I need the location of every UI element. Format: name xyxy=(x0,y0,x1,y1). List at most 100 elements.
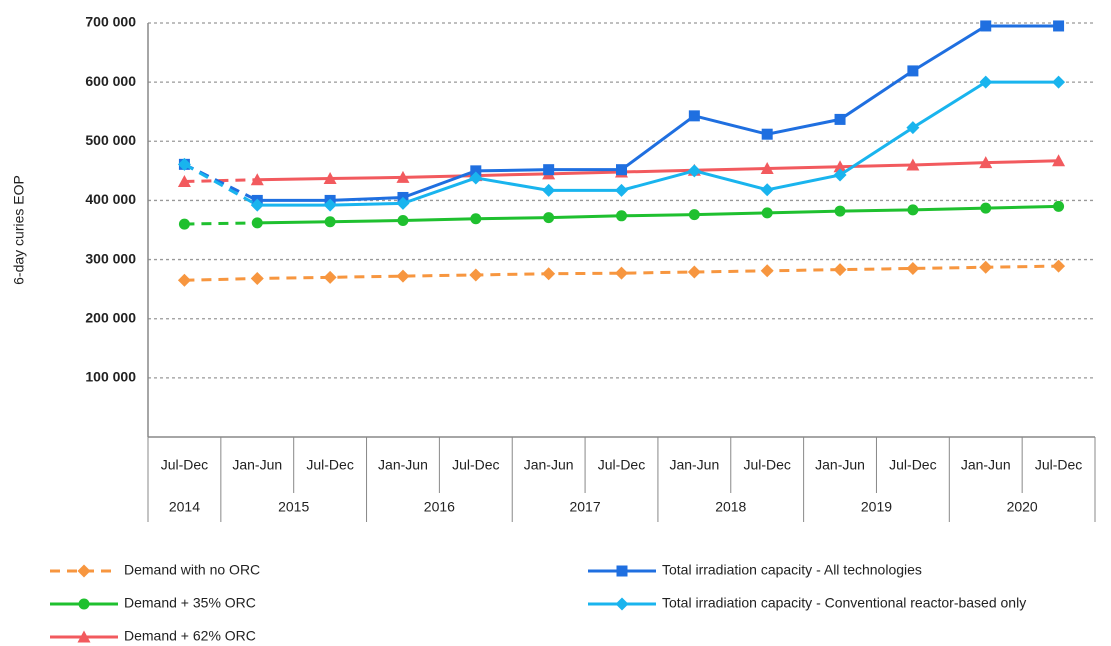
series-line xyxy=(257,24,1059,202)
data-point xyxy=(980,20,992,32)
x-tick-label: Jul-Dec xyxy=(743,457,790,473)
data-point xyxy=(906,261,920,275)
data-point xyxy=(250,198,264,212)
data-point xyxy=(396,196,410,210)
data-point xyxy=(1053,20,1065,32)
data-point xyxy=(543,164,555,176)
y-tick-label: 100 000 xyxy=(85,369,136,385)
data-point xyxy=(469,268,483,282)
legend-marker xyxy=(77,630,91,643)
data-point xyxy=(761,128,773,140)
data-point xyxy=(906,121,920,135)
data-point xyxy=(615,183,628,197)
data-point xyxy=(396,170,410,183)
data-point xyxy=(615,266,628,280)
group-label: 2018 xyxy=(715,499,746,515)
group-label: 2016 xyxy=(424,499,455,515)
data-point xyxy=(1052,75,1066,89)
data-point xyxy=(1053,200,1065,212)
data-point xyxy=(760,183,774,197)
data-point xyxy=(1052,259,1066,273)
data-point xyxy=(834,113,846,125)
legend-label: Total irradiation capacity - All technol… xyxy=(662,562,922,578)
data-point xyxy=(177,175,191,188)
data-point xyxy=(323,198,337,212)
data-point xyxy=(542,183,556,197)
data-point xyxy=(251,217,263,229)
series-line xyxy=(183,163,259,207)
x-tick-label: Jan-Jun xyxy=(669,457,719,473)
legend-marker xyxy=(77,564,91,578)
y-tick-label: 500 000 xyxy=(85,132,136,148)
group-label: 2019 xyxy=(861,499,892,515)
series-line xyxy=(184,221,258,226)
data-point xyxy=(1052,154,1066,167)
legend-marker xyxy=(78,598,90,610)
x-tick-label: Jan-Jun xyxy=(378,457,428,473)
data-point xyxy=(688,209,700,221)
x-tick-label: Jan-Jun xyxy=(815,457,865,473)
series-line xyxy=(257,159,1059,182)
data-point xyxy=(979,260,993,274)
legend-marker xyxy=(615,597,629,611)
y-tick-label: 700 000 xyxy=(85,14,136,30)
x-tick-label: Jan-Jun xyxy=(961,457,1011,473)
x-tick-label: Jan-Jun xyxy=(232,457,282,473)
x-tick-label: Jan-Jun xyxy=(524,457,574,473)
x-tick-label: Jul-Dec xyxy=(889,457,936,473)
x-tick-label: Jul-Dec xyxy=(1035,457,1082,473)
data-point xyxy=(177,157,191,171)
data-point xyxy=(178,218,190,230)
data-point xyxy=(470,213,482,225)
data-point xyxy=(687,265,701,279)
series-line xyxy=(183,163,258,202)
data-point xyxy=(834,205,846,217)
data-point xyxy=(833,168,847,182)
y-axis-label: 6-day curies EOP xyxy=(11,175,27,285)
x-tick-label: Jul-Dec xyxy=(598,457,645,473)
data-point xyxy=(760,264,774,278)
data-point xyxy=(906,158,920,171)
series-line xyxy=(184,178,258,184)
data-point xyxy=(688,110,700,122)
data-point xyxy=(907,65,919,77)
x-tick-label: Jul-Dec xyxy=(161,457,208,473)
legend-marker xyxy=(616,565,628,577)
data-point xyxy=(833,263,847,277)
data-point xyxy=(979,156,993,169)
data-point xyxy=(616,164,627,176)
series-line xyxy=(257,204,1059,225)
data-point xyxy=(979,75,993,89)
x-tick-label: Jul-Dec xyxy=(306,457,353,473)
data-point xyxy=(470,165,482,177)
series-line xyxy=(257,80,1059,207)
y-tick-label: 400 000 xyxy=(85,191,136,207)
data-point xyxy=(250,173,264,186)
data-point xyxy=(616,210,627,222)
y-tick-label: 200 000 xyxy=(85,309,136,325)
data-point xyxy=(397,215,409,227)
group-label: 2017 xyxy=(569,499,600,515)
data-point xyxy=(323,270,337,284)
data-point xyxy=(980,202,992,214)
data-point xyxy=(542,267,556,281)
data-point xyxy=(543,212,555,224)
legend-label: Demand with no ORC xyxy=(124,562,260,578)
y-tick-label: 300 000 xyxy=(85,250,136,266)
group-label: 2014 xyxy=(169,499,200,515)
data-point xyxy=(323,172,337,185)
data-point xyxy=(250,271,264,285)
legend-label: Demand + 35% ORC xyxy=(124,595,256,611)
data-point xyxy=(687,164,701,178)
data-point xyxy=(833,160,847,173)
data-point xyxy=(396,269,410,283)
group-label: 2020 xyxy=(1007,499,1038,515)
legend-label: Total irradiation capacity - Conventiona… xyxy=(662,595,1026,611)
data-point xyxy=(177,273,191,287)
y-tick-label: 600 000 xyxy=(85,73,136,89)
data-point xyxy=(324,216,336,228)
data-point xyxy=(761,207,773,219)
data-point xyxy=(760,161,774,174)
legend-label: Demand + 62% ORC xyxy=(124,628,256,644)
data-point xyxy=(907,204,919,216)
